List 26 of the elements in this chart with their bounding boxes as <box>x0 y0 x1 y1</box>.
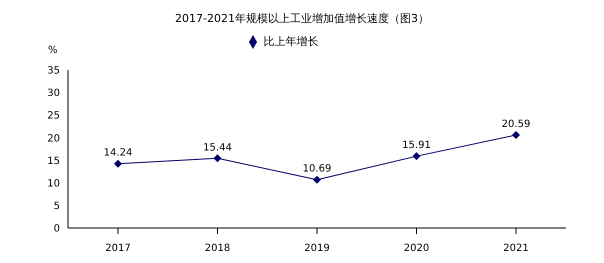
point <box>114 160 122 168</box>
y-tick-label: 35 <box>47 66 60 77</box>
point <box>512 131 520 140</box>
x-tick-label: 2017 <box>105 243 131 254</box>
y-tick-label: 15 <box>47 156 60 167</box>
legend-label: 比上年增长 <box>264 35 318 48</box>
y-tick-label: 10 <box>47 178 60 190</box>
data-label: 15.44 <box>203 142 232 154</box>
data-label: 14.24 <box>104 148 132 159</box>
y-tick-label: 5 <box>54 200 60 212</box>
data-label: 10.69 <box>302 164 332 175</box>
y-tick-label: 20 <box>47 133 60 144</box>
x-tick-label: 2018 <box>204 243 230 254</box>
point <box>412 152 420 160</box>
chart-title: 2017-2021年规模以上工业增加值增长速度（图3） <box>174 11 430 27</box>
x-tick-label: 2021 <box>503 243 529 254</box>
data-label: 20.59 <box>502 119 530 130</box>
x-tick-label: 2020 <box>404 243 430 254</box>
y-tick-label: 0 <box>54 224 60 235</box>
point <box>214 154 222 162</box>
data-label: 15.91 <box>402 140 431 152</box>
y-tick-label: 30 <box>47 88 60 100</box>
y-tick-label: 25 <box>47 110 60 122</box>
x-tick-label: 2019 <box>304 243 330 254</box>
point <box>313 176 321 184</box>
y-axis-title: % <box>48 45 58 56</box>
